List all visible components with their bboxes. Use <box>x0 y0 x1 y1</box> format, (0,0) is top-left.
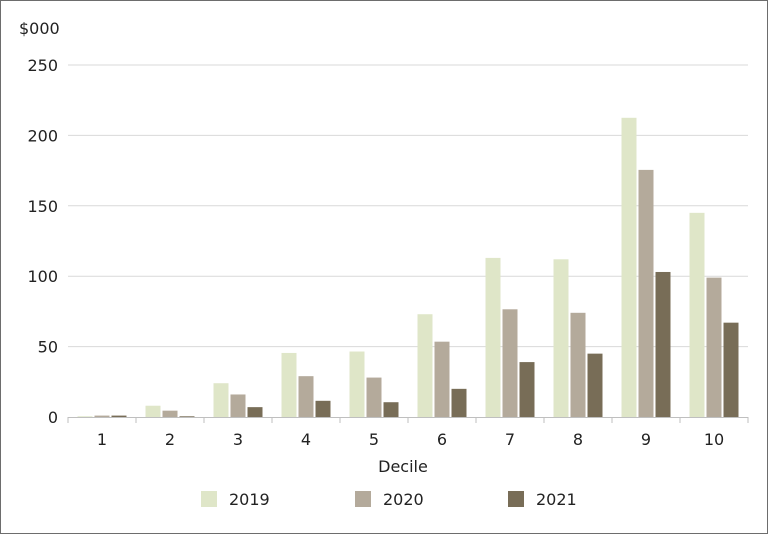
bar-2020-decile-10 <box>706 277 722 417</box>
bar-2019-decile-7 <box>485 257 501 417</box>
y-axis-ticks: 0 50 100 150 200 250 <box>27 56 58 427</box>
legend-swatch-2020 <box>355 491 371 507</box>
x-tick-label: 6 <box>437 430 447 449</box>
bar-2020-decile-8 <box>570 312 586 417</box>
bars <box>77 117 739 418</box>
bar-2020-decile-3 <box>230 394 246 417</box>
bar-2019-decile-5 <box>349 351 365 417</box>
legend-swatch-2019 <box>201 491 217 507</box>
bar-2020-decile-6 <box>434 341 450 417</box>
bar-2020-decile-2 <box>162 410 178 417</box>
y-tick-label: 50 <box>38 338 58 357</box>
x-tick-label: 10 <box>704 430 724 449</box>
x-axis-ticks: 1 2 3 4 5 6 7 8 9 10 <box>67 417 749 449</box>
x-tick-label: 9 <box>641 430 651 449</box>
bar-2019-decile-2 <box>145 405 161 417</box>
y-tick-label: 100 <box>27 267 58 286</box>
bar-2021-decile-6 <box>451 388 467 417</box>
bar-2020-decile-5 <box>366 377 382 417</box>
bar-2019-decile-10 <box>689 212 705 417</box>
bar-2019-decile-8 <box>553 259 569 417</box>
bar-2020-decile-1 <box>94 415 110 417</box>
bar-2021-decile-8 <box>587 353 603 417</box>
y-tick-label: 200 <box>27 126 58 145</box>
x-axis-title: Decile <box>378 457 428 476</box>
bar-2021-decile-1 <box>111 415 127 417</box>
bar-2019-decile-4 <box>281 352 297 417</box>
bar-2021-decile-10 <box>723 322 739 417</box>
bar-2020-decile-4 <box>298 376 314 417</box>
x-tick-label: 3 <box>233 430 243 449</box>
x-tick-label: 5 <box>369 430 379 449</box>
legend-swatch-2021 <box>508 491 524 507</box>
bar-2021-decile-2 <box>179 416 195 417</box>
bar-2021-decile-3 <box>247 407 263 417</box>
y-tick-label: 150 <box>27 197 58 216</box>
x-tick-label: 4 <box>301 430 311 449</box>
bar-2021-decile-4 <box>315 400 331 417</box>
bar-2020-decile-9 <box>638 169 654 417</box>
legend-label-2021: 2021 <box>536 490 577 509</box>
y-tick-label: 0 <box>48 408 58 427</box>
bar-2019-decile-9 <box>621 117 637 418</box>
bar-2019-decile-3 <box>213 383 229 417</box>
y-unit-label: $000 <box>19 19 60 38</box>
y-tick-label: 250 <box>27 56 58 75</box>
legend: 2019 2020 2021 <box>201 490 577 509</box>
bar-2019-decile-6 <box>417 314 433 417</box>
bar-2021-decile-9 <box>655 271 671 417</box>
bar-2021-decile-5 <box>383 402 399 417</box>
legend-label-2020: 2020 <box>383 490 424 509</box>
x-tick-label: 8 <box>573 430 583 449</box>
x-tick-label: 2 <box>165 430 175 449</box>
bar-2020-decile-7 <box>502 309 518 417</box>
x-tick-label: 1 <box>97 430 107 449</box>
legend-label-2019: 2019 <box>229 490 270 509</box>
x-tick-label: 7 <box>505 430 515 449</box>
bar-2021-decile-7 <box>519 362 535 417</box>
bar-2019-decile-1 <box>77 416 93 417</box>
